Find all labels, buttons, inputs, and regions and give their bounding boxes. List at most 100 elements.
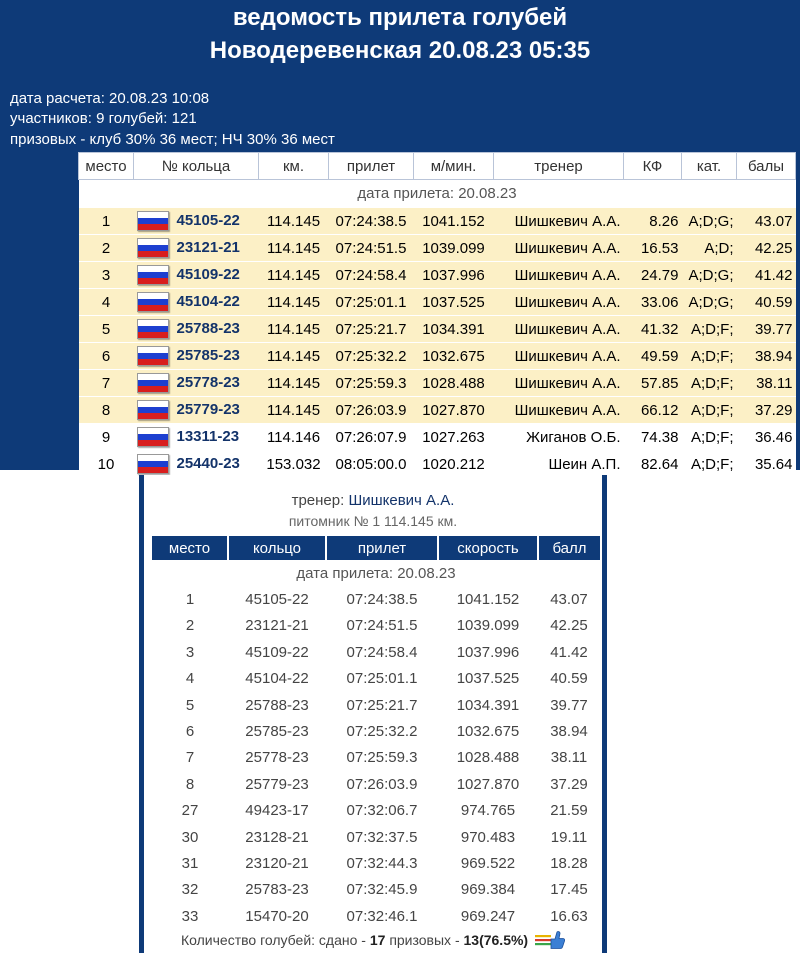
km-cell: 114.146 [258,423,329,451]
km-cell: 153.032 [258,450,329,478]
header-panel: ведомость прилета голубей Новодеревенска… [0,0,800,478]
trainer-link[interactable]: Шишкевич А.А. [493,369,624,397]
arrival-cell: 07:24:38.5 [328,207,414,235]
ring-number-link[interactable]: 25779-23 [176,400,240,418]
russia-flag-icon [136,454,169,474]
arrival-cell: 07:26:03.9 [328,396,414,424]
sub-place-cell: 33 [181,907,199,925]
calc-date: дата расчета: 20.08.23 10:08 [10,90,210,107]
sub-arrival-cell: 07:24:58.4 [346,643,418,661]
sub-points-cell: 19.11 [550,828,588,846]
sub-ring-cell: 23120-21 [245,854,309,872]
trainer-table-row: 1 45105-22 07:24:38.5 1041.152 43.07 [152,586,600,612]
trainer-link[interactable]: Жиганов О.Б. [493,423,624,451]
table-row: 8 25779-23 114.145 07:26:03.9 1027.870 Шишкев… [78,396,796,424]
category-cell: A;D;F; [681,369,737,397]
ring-number-link[interactable]: 13311-23 [176,427,240,445]
trainer-link[interactable]: Шишкевич А.А. [493,261,624,289]
km-cell: 114.145 [258,342,329,370]
sub-speed-cell: 1027.870 [456,775,520,793]
ring-number-link[interactable]: 45105-22 [176,211,240,229]
trainer-name[interactable]: Шишкевич А.А. [348,492,455,509]
km-cell: 114.145 [258,288,329,316]
points-cell: 41.42 [736,261,796,289]
ring-cell: 25778-23 [133,369,259,397]
trainer-table-row: 4 45104-22 07:25:01.1 1037.525 40.59 [152,666,600,692]
trainer-table-row: 30 23128-21 07:32:37.5 970.483 19.11 [152,824,600,850]
category-cell: A;D; [681,234,737,262]
col-header-category[interactable]: кат. [681,152,737,180]
col-header-points[interactable]: балы [736,152,796,180]
ring-number-link[interactable]: 25778-23 [176,373,240,391]
place-cell: 3 [78,261,134,289]
trainer-link[interactable]: Шишкевич А.А. [493,207,624,235]
thumbs-up-icon [534,930,566,953]
col-header-ring[interactable]: № кольца [133,152,259,180]
kf-cell: 24.79 [623,261,682,289]
sub-points-cell: 17.45 [550,881,588,899]
ring-number-link[interactable]: 25788-23 [176,319,240,337]
col-header-arrival[interactable]: прилет [328,152,414,180]
sub-ring-cell: 15470-20 [245,907,309,925]
trainer-link[interactable]: Шеин А.П. [493,450,624,478]
ring-cell: 45109-22 [133,261,259,289]
place-cell: 2 [78,234,134,262]
trainer-table-row: 7 25778-23 07:25:59.3 1028.488 38.11 [152,745,600,771]
sub-points-cell: 43.07 [550,591,588,609]
trainer-link[interactable]: Шишкевич А.А. [493,396,624,424]
sub-place-cell: 3 [185,643,195,661]
participants-info: участников: 9 голубей: 121 [10,110,197,127]
sub-points-cell: 41.42 [550,643,588,661]
arrival-cell: 07:25:01.1 [328,288,414,316]
ring-cell: 45104-22 [133,288,259,316]
ring-cell: 25779-23 [133,396,259,424]
col-header-place[interactable]: место [78,152,134,180]
ring-number-link[interactable]: 25440-23 [176,454,240,472]
russia-flag-icon [136,346,169,366]
sub-speed-cell: 974.765 [460,802,516,820]
col-header-kf[interactable]: КФ [623,152,682,180]
summary-submitted: 17 [369,932,386,949]
results-header-row: место № кольца км. прилет м/мин. тренер … [78,152,796,180]
results-table: место № кольца км. прилет м/мин. тренер … [78,152,796,478]
sub-arrival-cell: 07:32:45.9 [346,881,418,899]
trainer-link[interactable]: Шишкевич А.А. [493,342,624,370]
kf-cell: 33.06 [623,288,682,316]
arrival-date-row: дата прилета: 20.08.23 [78,179,796,208]
col-header-km[interactable]: км. [258,152,329,180]
sub-place-cell: 32 [181,881,199,899]
sub-speed-cell: 1039.099 [456,617,520,635]
category-cell: A;D;F; [681,315,737,343]
sub-arrival-cell: 07:25:21.7 [346,696,418,714]
ring-cell: 25785-23 [133,342,259,370]
sub-speed-cell: 969.522 [460,854,516,872]
trainer-popup: тренер: Шишкевич А.А. питомник № 1 114.1… [139,475,607,953]
trainer-link[interactable]: Шишкевич А.А. [493,234,624,262]
points-cell: 35.64 [736,450,796,478]
sub-col-arrival: прилет [326,536,439,560]
kf-cell: 74.38 [623,423,682,451]
speed-cell: 1039.099 [413,234,494,262]
col-header-trainer[interactable]: тренер [493,152,624,180]
summary-prefix: Количество голубей: сдано - [181,932,366,949]
trainer-link[interactable]: Шишкевич А.А. [493,315,624,343]
sub-arrival-date-row: дата прилета: 20.08.23 [152,560,600,586]
ring-number-link[interactable]: 45104-22 [176,292,240,310]
sub-arrival-cell: 07:24:38.5 [346,591,418,609]
points-cell: 38.94 [736,342,796,370]
trainer-link[interactable]: Шишкевич А.А. [493,288,624,316]
trainer-table-row: 3 45109-22 07:24:58.4 1037.996 41.42 [152,639,600,665]
category-cell: A;D;F; [681,342,737,370]
ring-number-link[interactable]: 25785-23 [176,346,240,364]
sub-place-cell: 4 [185,670,195,688]
col-header-speed[interactable]: м/мин. [413,152,494,180]
speed-cell: 1041.152 [413,207,494,235]
ring-number-link[interactable]: 23121-21 [176,238,240,256]
place-cell: 6 [78,342,134,370]
ring-number-link[interactable]: 45109-22 [176,265,240,283]
sub-col-ring: кольцо [228,536,327,560]
trainer-table-row: 6 25785-23 07:25:32.2 1032.675 38.94 [152,718,600,744]
table-row: 2 23121-21 114.145 07:24:51.5 1039.099 Шишкев… [78,234,796,262]
sub-arrival-cell: 07:25:59.3 [346,749,418,767]
sub-place-cell: 1 [185,591,195,609]
